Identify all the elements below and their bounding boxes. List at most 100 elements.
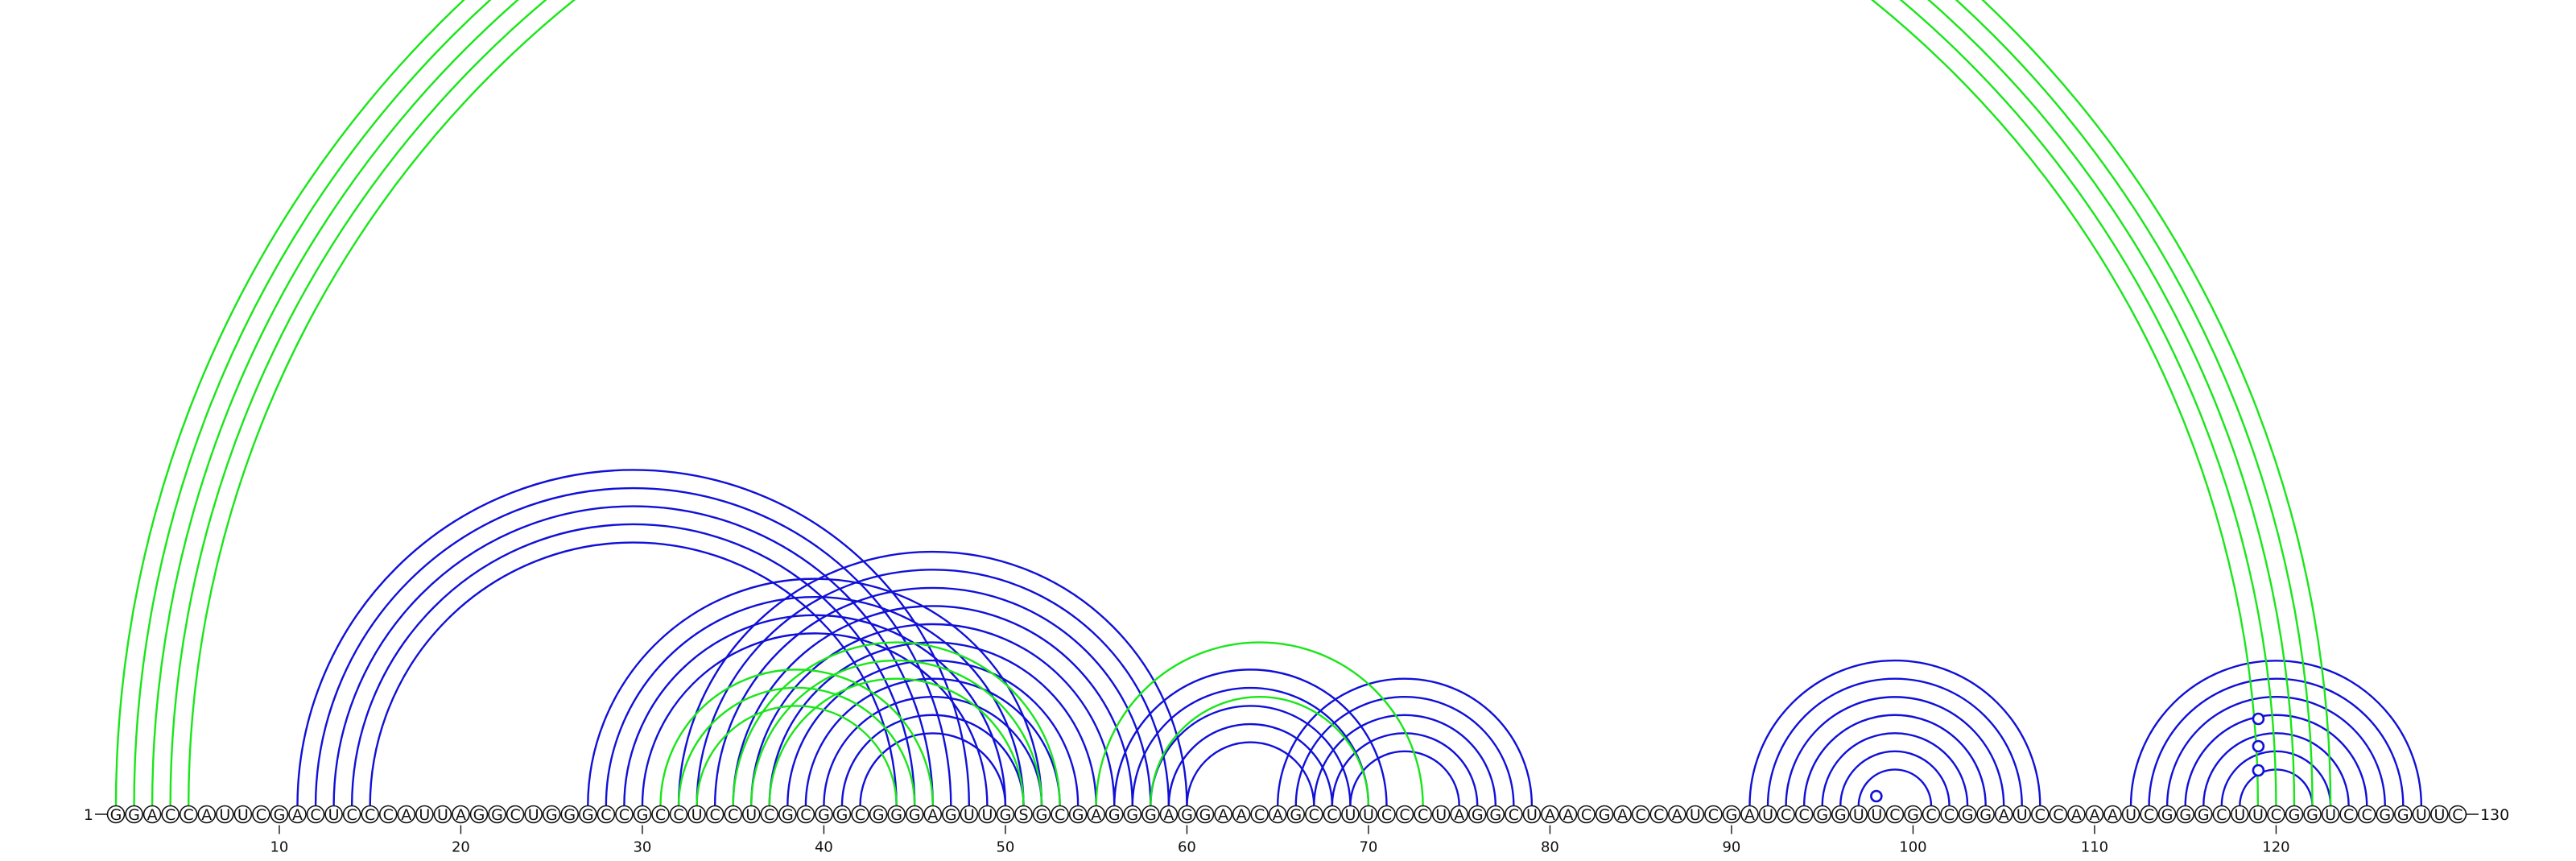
blue-arc-28-51 [605,596,1025,806]
nucleotide-letter: U [745,806,757,824]
green-arc-58-70 [1150,696,1370,806]
nucleotide-circle [1505,805,1523,824]
nucleotide-34: C [705,805,724,824]
nucleotide-69: U [1341,805,1360,824]
nucleotide-60: G [1178,805,1196,824]
blue-arc-15-44 [369,541,898,806]
nucleotide-19: U [433,805,452,824]
nucleotide-circle [1668,805,1686,824]
nucleotide-87: A [1668,805,1686,824]
tick-60: 60 [1178,825,1196,856]
nucleotide-circle [1577,805,1596,824]
nucleotide-circle [452,805,470,824]
nucleotide-letter: G [873,806,885,824]
nucleotide-circle [887,805,906,824]
nucleotide-letter: C [165,806,175,824]
nucleotide-circle [397,805,416,824]
nucleotide-circle [1885,805,1905,824]
nucleotide-circle [669,805,688,824]
nucleotide-18: U [415,805,434,824]
nucleotide-letter: G [2179,806,2191,824]
nucleotide-letter: C [1581,806,1591,824]
nucleotide-letter: C [1381,806,1392,824]
nucleotide-letter: C [365,806,375,824]
nucleotide-letter: A [927,806,938,824]
nucleotide-letter: G [909,806,921,824]
start-position-label: 1 [84,806,93,824]
nucleotide-letter: U [1363,806,1374,824]
nucleotide-circle [1014,805,1033,824]
nucleotide-letter: C [2343,806,2354,824]
nucleotide-circle [1123,805,1142,824]
green-arc-5-119 [188,0,2260,806]
nucleotide-circle [1305,805,1323,824]
tick-50: 50 [996,825,1014,856]
nucleotide-circle [578,805,597,824]
nucleotide-circle [542,805,561,824]
nucleotide-circle [1323,805,1342,824]
nucleotide-circle [125,805,143,824]
nucleotide-circle [1758,805,1777,824]
green-arc-36-52 [750,659,1043,806]
nucleotide-letter: U [237,806,249,824]
nucleotide-letter: G [582,806,594,824]
nucleotide-114: G [2157,805,2177,824]
nucleotide-106: U [2013,805,2032,824]
nucleotide-letter: A [2089,806,2099,824]
nucleotide-letter: G [2306,806,2318,824]
nucleotide-12: C [306,805,325,824]
nucleotide-108: C [2049,805,2068,824]
nucleotide-circle [597,805,616,824]
nucleotide-124: C [2339,805,2358,824]
nucleotide-letter: C [1889,806,1900,824]
tick-110: 110 [2081,825,2108,856]
nucleotide-letter: U [981,806,993,824]
nucleotide-letter: U [1871,806,1882,824]
nucleotide-circle [342,805,361,824]
tick-label: 60 [1178,839,1196,856]
nucleotide-circle [1268,805,1287,824]
nucleotide-letter: A [1236,806,1247,824]
nucleotide-50: G [996,805,1015,824]
nucleotide-letter: A [147,806,158,824]
nucleotide-42: C [851,805,869,824]
nucleotide-78: C [1505,805,1523,824]
nucleotide-circle [815,805,833,824]
nucleotide-47: G [942,805,960,824]
nucleotide-126: G [2376,805,2395,824]
blue-arc-36-56 [750,623,1116,806]
nucleotide-circle [1904,805,1922,824]
nucleotide-circle [2448,805,2467,824]
nucleotide-circle [288,805,307,824]
nucleotide-circle [161,805,180,824]
nucleotide-38: G [778,805,797,824]
nucleotide-circle [923,805,943,824]
base-pair-arcs [114,0,2423,806]
blue-arc-42-50 [859,732,1007,806]
blue-arc-41-51 [840,714,1025,806]
nucleotide-letter: C [673,806,683,824]
blue-arc-116-124 [2202,732,2350,806]
nucleotide-4: C [161,805,180,824]
nucleotide-letter: G [1036,806,1048,824]
nucleotide-circle [1849,805,1868,824]
nucleotide-circle [651,805,670,824]
blue-arc-68-76 [1331,732,1479,806]
nucleotide-118: U [2231,805,2249,824]
nucleotide-letter: A [2107,806,2118,824]
nucleotide-15: C [361,805,380,824]
nucleotide-111: A [2103,805,2122,824]
nucleotide-74: U [1431,805,1451,824]
blue-arc-67-77 [1313,714,1496,806]
nucleotide-letter: C [1636,806,1646,824]
nucleotide-letter: G [491,806,503,824]
nucleotide-97: U [1849,805,1868,824]
nucleotide-letter: C [1944,806,1955,824]
nucleotide-127: G [2394,805,2413,824]
nucleotide-letter: G [2198,806,2210,824]
nucleotide-letter: G [1907,806,1919,824]
nucleotide-117: C [2212,805,2231,824]
